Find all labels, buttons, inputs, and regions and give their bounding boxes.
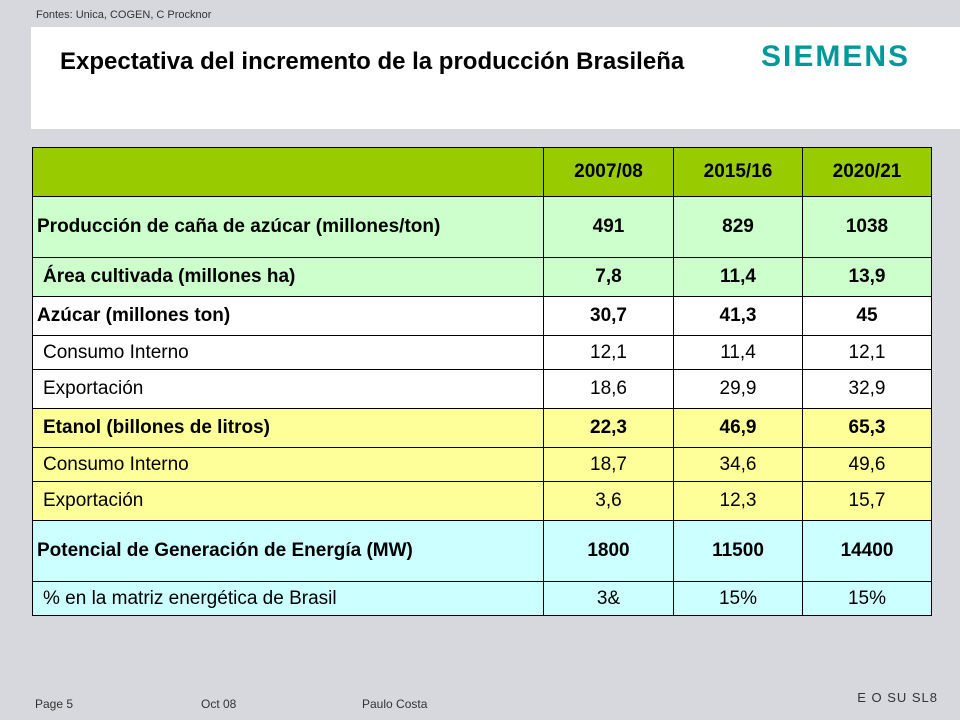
source-note: Fontes: Unica, COGEN, C Procknor: [36, 9, 212, 21]
table-row: Producción de caña de azúcar (millones/t…: [32, 196, 932, 258]
table-row: Consumo Interno 12,1 11,4 12,1: [32, 335, 932, 370]
production-table: 2007/08 2015/16 2020/21 Producción de ca…: [32, 147, 932, 616]
page-title: Expectativa del incremento de la producc…: [60, 48, 685, 75]
table-row: Exportación 3,6 12,3 15,7: [32, 481, 932, 521]
cell-value: 49,6: [802, 447, 932, 482]
cell-value: 15%: [673, 581, 803, 616]
cell-value: 12,1: [543, 335, 674, 370]
row-label: Consumo Interno: [32, 447, 544, 482]
table-row: Azúcar (millones ton) 30,7 41,3 45: [32, 296, 932, 336]
row-label: Área cultivada (millones ha): [32, 257, 544, 297]
table-row: Área cultivada (millones ha) 7,8 11,4 13…: [32, 257, 932, 297]
cell-value: 15%: [802, 581, 932, 616]
cell-value: 12,1: [802, 335, 932, 370]
table-row: Exportación 18,6 29,9 32,9: [32, 369, 932, 409]
cell-value: 22,3: [543, 408, 674, 448]
cell-value: 7,8: [543, 257, 674, 297]
cell-value: 18,7: [543, 447, 674, 482]
siemens-logo: SIEMENS: [761, 40, 911, 73]
cell-value: 829: [673, 196, 803, 258]
footer-date: Oct 08: [201, 697, 237, 711]
cell-value: 11500: [673, 520, 803, 582]
cell-value: 45: [802, 296, 932, 336]
header-cell-2007: 2007/08: [543, 147, 674, 197]
cell-value: 14400: [802, 520, 932, 582]
cell-value: 30,7: [543, 296, 674, 336]
table-header-row: 2007/08 2015/16 2020/21: [32, 147, 932, 197]
cell-value: 11,4: [673, 257, 803, 297]
header-cell-2015: 2015/16: [673, 147, 803, 197]
row-label: Consumo Interno: [32, 335, 544, 370]
cell-value: 11,4: [673, 335, 803, 370]
table-row: Consumo Interno 18,7 34,6 49,6: [32, 447, 932, 482]
cell-value: 15,7: [802, 481, 932, 521]
cell-value: 29,9: [673, 369, 803, 409]
cell-value: 491: [543, 196, 674, 258]
cell-value: 18,6: [543, 369, 674, 409]
cell-value: 1800: [543, 520, 674, 582]
header-cell-2020: 2020/21: [802, 147, 932, 197]
row-label: Producción de caña de azúcar (millones/t…: [32, 196, 544, 258]
cell-value: 12,3: [673, 481, 803, 521]
cell-value: 65,3: [802, 408, 932, 448]
cell-value: 41,3: [673, 296, 803, 336]
row-label: Exportación: [32, 481, 544, 521]
row-label: Azúcar (millones ton): [32, 296, 544, 336]
header-panel: Expectativa del incremento de la producc…: [31, 27, 960, 129]
cell-value: 32,9: [802, 369, 932, 409]
footer-page: Page 5: [35, 697, 74, 711]
row-label: Potencial de Generación de Energía (MW): [32, 520, 544, 582]
row-label: Exportación: [32, 369, 544, 409]
row-label: Etanol (billones de litros): [32, 408, 544, 448]
footer-code: E O SU SL8: [857, 690, 938, 705]
table-row: Potencial de Generación de Energía (MW) …: [32, 520, 932, 582]
table-row: Etanol (billones de litros) 22,3 46,9 65…: [32, 408, 932, 448]
table-row: % en la matriz energética de Brasil 3& 1…: [32, 581, 932, 616]
cell-value: 46,9: [673, 408, 803, 448]
footer-author: Paulo Costa: [362, 697, 428, 711]
row-label: % en la matriz energética de Brasil: [32, 581, 544, 616]
cell-value: 3&: [543, 581, 674, 616]
header-cell-empty: [32, 147, 544, 197]
cell-value: 34,6: [673, 447, 803, 482]
cell-value: 13,9: [802, 257, 932, 297]
cell-value: 1038: [802, 196, 932, 258]
cell-value: 3,6: [543, 481, 674, 521]
